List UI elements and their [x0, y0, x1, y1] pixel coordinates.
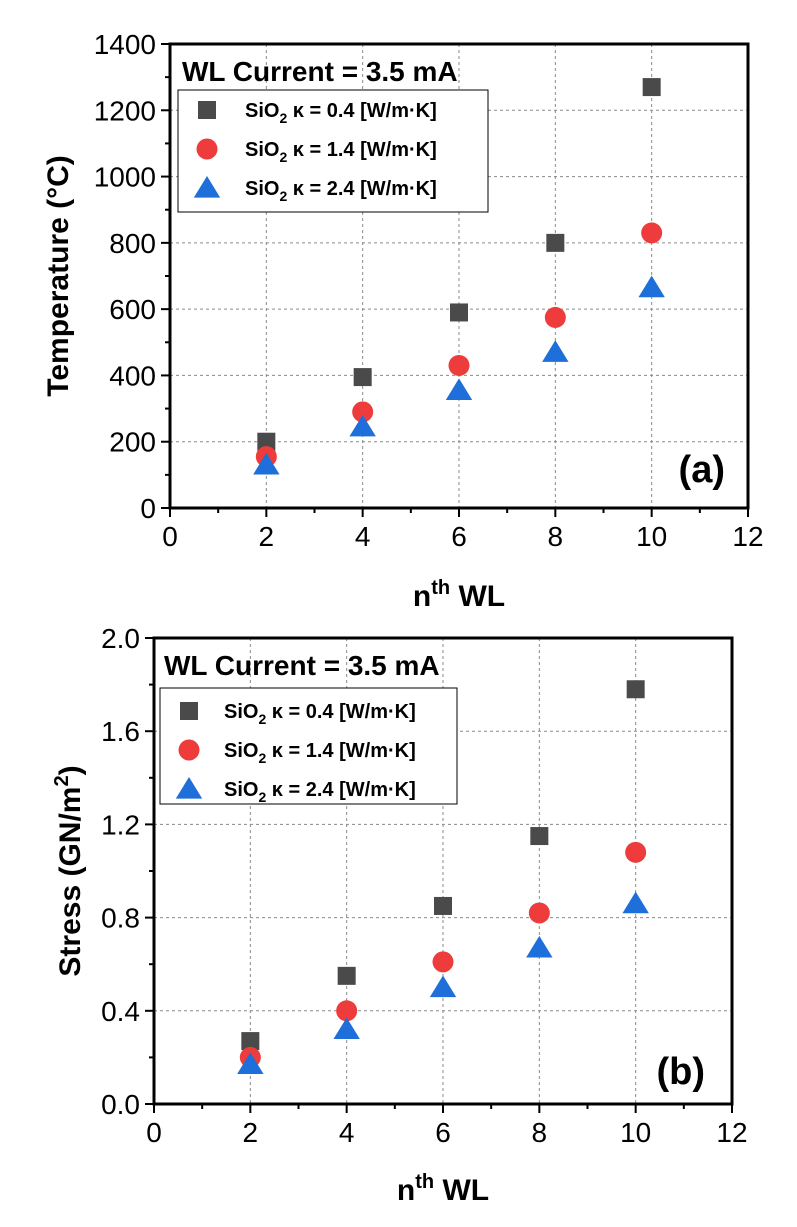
data-point-circle: [641, 222, 663, 244]
y-tick-label: 1.6: [101, 716, 140, 747]
legend-label: SiO2 κ = 0.4 [W/m·K]: [245, 100, 437, 126]
x-tick-label: 2: [243, 1117, 259, 1148]
data-point-triangle: [349, 414, 376, 437]
legend: SiO2 κ = 0.4 [W/m·K] SiO2 κ = 1.4 [W/m·K]…: [177, 89, 489, 213]
legend-label: SiO2 κ = 2.4 [W/m·K]: [245, 178, 437, 204]
data-point-circle: [352, 401, 374, 423]
data-point-circle: [544, 306, 566, 328]
y-tick-label: 0.8: [101, 903, 140, 934]
data-point-square: [337, 966, 356, 985]
x-axis-title: nth WL: [413, 577, 505, 613]
y-tick-label: 1400: [94, 29, 156, 60]
panel-label: (b): [656, 1051, 705, 1093]
y-tick-label: 1000: [94, 162, 156, 193]
x-tick-label: 10: [620, 1117, 651, 1148]
data-point-square: [530, 827, 549, 846]
x-tick-label: 8: [532, 1117, 548, 1148]
data-point-triangle: [253, 452, 280, 475]
y-tick-label: 600: [109, 294, 156, 325]
data-point-square: [241, 1032, 260, 1051]
data-point-triangle: [237, 1052, 264, 1074]
data-point-triangle: [542, 340, 569, 362]
y-tick-label: 1200: [94, 95, 156, 126]
data-markers: [237, 680, 649, 1074]
y-tick-label: 2.0: [101, 623, 140, 654]
data-point-square: [626, 680, 645, 699]
data-point-triangle: [429, 975, 457, 998]
data-point-circle: [448, 354, 470, 376]
x-tick-label: 4: [339, 1117, 355, 1148]
legend-marker-triangle: [175, 777, 203, 799]
y-tick-labels: 0.0 0.4 0.8 1.2 1.6 2.0: [101, 623, 140, 1120]
data-point-triangle: [622, 891, 649, 914]
x-tick-labels: 0 2 4 6 8 10 12: [146, 1117, 747, 1148]
x-tick-label: 4: [355, 521, 371, 552]
x-tick-label: 8: [548, 521, 564, 552]
x-tick-label: 12: [716, 1117, 747, 1148]
data-point-circle: [625, 841, 647, 863]
x-tick-label: 6: [451, 521, 467, 552]
panel-b-stress-chart: 0 2 4 6 8 10 12 0.0 0.4 0.8 1.2 1.6 2.0 nth WL Stre…: [51, 623, 748, 1207]
data-point-square: [353, 368, 372, 387]
y-tick-labels: 0 200 400 600 800 1000 1200 1400: [94, 29, 156, 524]
data-point-triangle: [445, 378, 473, 400]
x-tick-labels: 0 2 4 6 8 10 12: [162, 521, 763, 552]
data-point-triangle: [638, 275, 665, 298]
y-tick-label: 0: [140, 493, 156, 524]
panel-a-temperature-chart: 0 2 4 6 8 10 12 0 200 400 600 800 1000 1200 1400 nth …: [42, 29, 764, 613]
data-markers: [253, 78, 665, 475]
data-point-square: [642, 78, 661, 97]
data-point-triangle: [333, 1017, 360, 1040]
legend-marker-circle: [178, 739, 200, 761]
y-tick-label: 0.0: [101, 1089, 140, 1120]
x-tick-label: 2: [259, 521, 275, 552]
legend-label: SiO2 κ = 2.4 [W/m·K]: [224, 779, 416, 805]
legend-box: [177, 89, 489, 213]
y-tick-label: 800: [109, 228, 156, 259]
chart-title: WL Current = 3.5 mA: [164, 650, 440, 681]
axis-ticks: [145, 637, 733, 1113]
data-point-square: [546, 233, 565, 252]
legend: SiO2 κ = 0.4 [W/m·K] SiO2 κ = 1.4 [W/m·K]…: [159, 687, 458, 805]
legend-label: SiO2 κ = 0.4 [W/m·K]: [224, 701, 416, 727]
x-tick-label: 0: [162, 521, 178, 552]
data-point-square: [257, 432, 276, 451]
x-tick-label: 10: [636, 521, 667, 552]
y-axis-title: Stress (GN/m2): [51, 765, 87, 976]
x-tick-label: 6: [435, 1117, 451, 1148]
chart-title: WL Current = 3.5 mA: [182, 56, 458, 87]
legend-marker-circle: [196, 138, 218, 160]
axis-ticks: [161, 43, 749, 517]
data-point-circle: [432, 951, 454, 973]
y-tick-label: 0.4: [101, 996, 140, 1027]
y-tick-label: 1.2: [101, 809, 140, 840]
legend-marker-square: [180, 702, 198, 720]
x-axis-title: nth WL: [397, 1171, 489, 1207]
legend-label: SiO2 κ = 1.4 [W/m·K]: [224, 740, 416, 766]
y-tick-label: 200: [109, 427, 156, 458]
y-axis-title: Temperature (°C): [42, 155, 75, 396]
legend-label: SiO2 κ = 1.4 [W/m·K]: [245, 139, 437, 165]
y-tick-label: 400: [109, 360, 156, 391]
legend-marker-square: [198, 101, 216, 119]
data-point-square: [434, 896, 452, 915]
data-point-circle: [336, 1000, 358, 1022]
data-point-circle: [528, 902, 550, 924]
legend-box: [159, 687, 458, 805]
x-tick-label: 0: [146, 1117, 162, 1148]
panel-label: (a): [679, 449, 725, 491]
data-point-triangle: [526, 935, 553, 958]
legend-marker-triangle: [193, 176, 221, 198]
x-tick-label: 12: [732, 521, 763, 552]
data-point-square: [450, 303, 468, 322]
